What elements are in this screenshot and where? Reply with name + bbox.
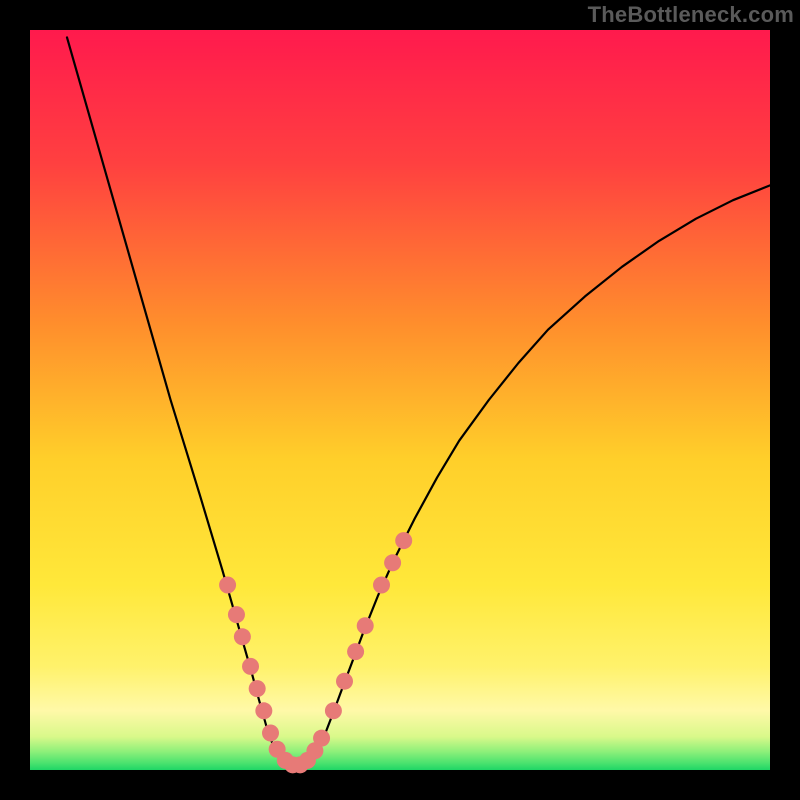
chart-svg — [30, 30, 770, 770]
data-marker — [242, 658, 259, 675]
plot-background — [30, 30, 770, 770]
data-marker — [357, 617, 374, 634]
data-marker — [313, 730, 330, 747]
data-marker — [325, 702, 342, 719]
data-marker — [262, 725, 279, 742]
data-marker — [336, 673, 353, 690]
data-marker — [347, 643, 364, 660]
data-marker — [234, 628, 251, 645]
data-marker — [249, 680, 266, 697]
watermark-text: TheBottleneck.com — [588, 2, 794, 28]
data-marker — [373, 577, 390, 594]
data-marker — [384, 554, 401, 571]
chart-frame: TheBottleneck.com — [0, 0, 800, 800]
data-marker — [255, 702, 272, 719]
data-marker — [219, 577, 236, 594]
bottleneck-curve — [67, 37, 770, 765]
data-markers — [219, 532, 412, 773]
data-marker — [395, 532, 412, 549]
data-marker — [228, 606, 245, 623]
